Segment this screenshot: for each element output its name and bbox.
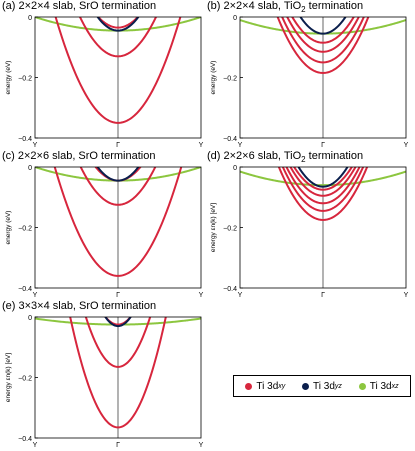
panel-e: (e) 3×3×4 slab, SrO termination 0 −0.2 −0.… [0, 300, 205, 450]
legend-item-yz: Ti 3d yz [302, 381, 342, 392]
y-tick-label: −0.2 [18, 226, 32, 233]
x-tick-label: Y [238, 292, 243, 299]
y-tick-label: −0.4 [18, 436, 32, 443]
band-line-Ti-3dxy [104, 317, 132, 326]
band-line-Ti-3dxy [96, 17, 140, 29]
legend-item-xy: Ti 3d xy [245, 381, 285, 392]
band-line-Ti-3dxy [289, 167, 357, 197]
band-line-Ti-3dxy [285, 167, 361, 205]
panel-d: (d) 2×2×6 slab, TiO2 termination 0 −0.2 −0… [205, 150, 410, 300]
panel-title: (c) 2×2×6 slab, SrO termination [2, 150, 156, 162]
band-line-Ti-3dyz [96, 17, 140, 32]
y-axis-label: energy (eV) [5, 211, 12, 245]
panel-title: (e) 3×3×4 slab, SrO termination [2, 300, 157, 312]
panel-title: (b) 2×2×4 slab, TiO2 termination [207, 0, 364, 15]
y-tick-label: 0 [28, 165, 32, 172]
x-tick-label: Y [33, 142, 38, 149]
x-tick-label: Y [404, 142, 409, 149]
panel-b: (b) 2×2×4 slab, TiO2 termination 0 −0.2 −0… [205, 0, 410, 150]
y-tick-label: 0 [28, 315, 32, 322]
band-line-Ti-3dxy [79, 167, 157, 206]
x-tick-label: Y [404, 292, 409, 299]
band-line-Ti-3dyz [96, 167, 140, 182]
band-line-Ti-3dxz [240, 170, 406, 187]
band-line-Ti-3dyz [104, 317, 132, 328]
y-tick-label: −0.4 [18, 286, 32, 293]
band-line-Ti-3dxy [291, 17, 355, 44]
legend-dot-icon [358, 382, 366, 390]
y-axis-label: energy εn(k) [eV] [210, 203, 217, 252]
legend-item-xz: Ti 3d xz [358, 380, 399, 392]
band-line-Ti-3dxy [276, 17, 370, 74]
x-tick-label: Y [199, 292, 204, 299]
band-line-Ti-3dxy [53, 167, 183, 277]
panel-title: (d) 2×2×6 slab, TiO2 termination [207, 150, 364, 165]
y-tick-label: −0.4 [223, 136, 237, 143]
x-tick-label: Y [199, 442, 204, 449]
band-line-Ti-3dxy [286, 17, 360, 53]
x-tick-label: Γ [116, 442, 120, 449]
band-line-Ti-3dxy [78, 17, 158, 58]
y-axis-label: energy (eV) [5, 61, 12, 95]
legend: Ti 3d xy Ti 3d yz Ti 3d xz [233, 375, 411, 397]
y-tick-label: −0.4 [18, 136, 32, 143]
band-line-Ti-3dxy [69, 317, 167, 429]
band-line-Ti-3dyz [299, 17, 347, 35]
panel-a: (a) 2×2×4 slab, SrO termination 0 −0.2 −0.… [0, 0, 205, 150]
y-tick-label: 0 [233, 15, 237, 22]
y-tick-label: −0.4 [223, 286, 237, 293]
y-tick-label: 0 [233, 165, 237, 172]
band-line-Ti-3dxy [281, 167, 365, 212]
band-line-Ti-3dxy [84, 317, 152, 368]
legend-label: Ti 3d [313, 380, 335, 392]
legend-label: Ti 3d [369, 380, 392, 392]
legend-sub: xy [278, 382, 286, 390]
y-axis-label: energy εn(k) [eV] [5, 353, 12, 402]
y-tick-label: −0.2 [18, 376, 32, 383]
y-tick-label: −0.2 [223, 226, 237, 233]
y-tick-label: −0.2 [223, 76, 237, 83]
x-tick-label: Y [33, 292, 38, 299]
legend-sub: yz [334, 382, 342, 390]
legend-dot-icon [302, 382, 310, 390]
band-line-Ti-3dyz [297, 167, 349, 188]
x-tick-label: Γ [116, 142, 120, 149]
panel-c: (c) 2×2×6 slab, SrO termination 0 −0.2 −0.… [0, 150, 205, 300]
x-tick-label: Y [33, 442, 38, 449]
x-tick-label: Γ [321, 292, 325, 299]
legend-dot-icon [245, 382, 253, 390]
band-line-Ti-3dxy [292, 167, 354, 191]
y-axis-label: energy (eV) [210, 61, 217, 95]
y-tick-label: 0 [28, 15, 32, 22]
x-tick-label: Γ [116, 292, 120, 299]
legend-label: Ti 3d [256, 380, 279, 392]
band-line-Ti-3dxy [277, 167, 369, 221]
panel-title: (a) 2×2×4 slab, SrO termination [2, 0, 157, 12]
band-line-Ti-3dxy [54, 17, 182, 124]
x-tick-label: Y [199, 142, 204, 149]
band-line-Ti-3dxy [281, 17, 365, 64]
y-tick-label: −0.2 [18, 76, 32, 83]
legend-sub: xz [391, 382, 399, 390]
x-tick-label: Γ [321, 142, 325, 149]
x-tick-label: Y [238, 142, 243, 149]
